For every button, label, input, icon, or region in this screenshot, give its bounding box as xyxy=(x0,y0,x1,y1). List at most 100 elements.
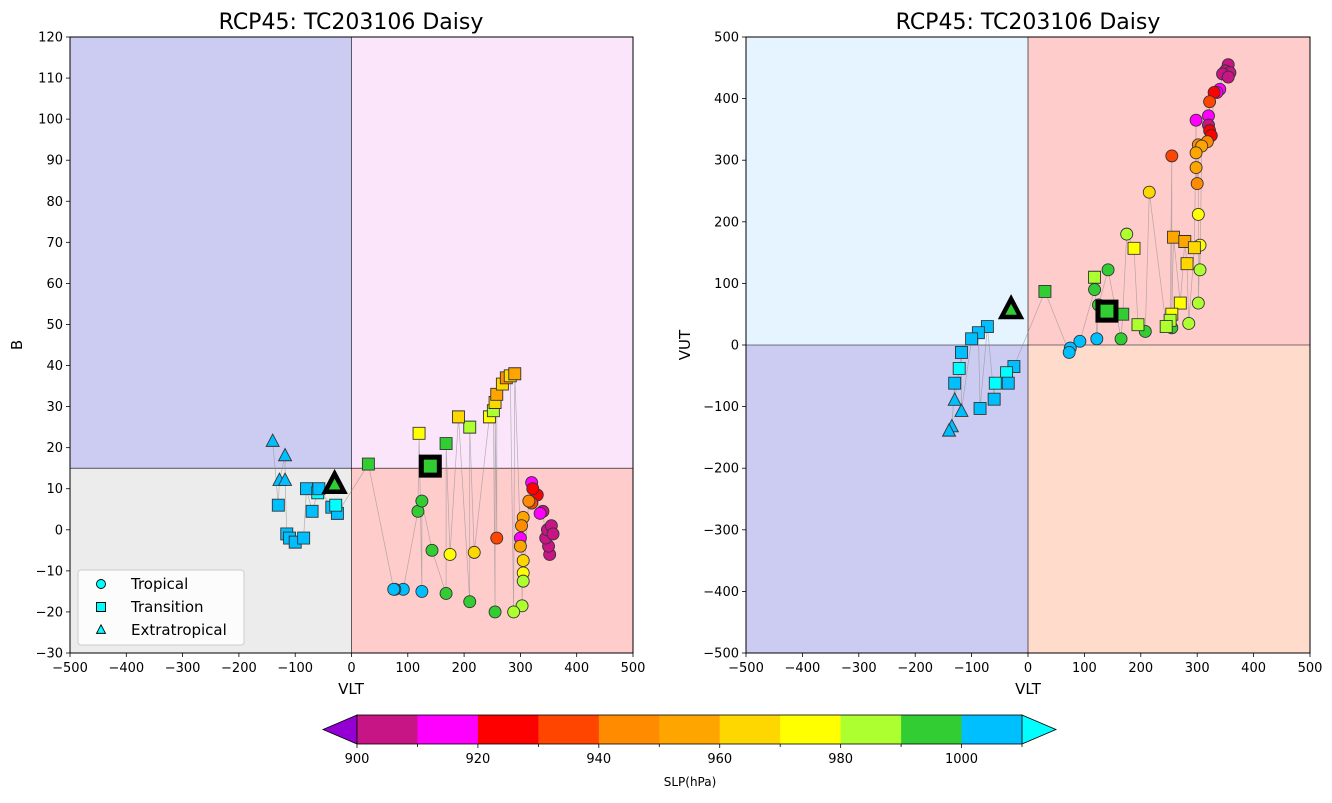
track-point xyxy=(1221,70,1235,84)
track-point xyxy=(1038,284,1052,298)
track-point xyxy=(1165,149,1179,163)
y-tick-label: −300 xyxy=(703,523,739,538)
x-tick-label: 0 xyxy=(1024,661,1032,676)
track-point xyxy=(1191,207,1205,221)
x-tick-label: 200 xyxy=(1128,661,1153,676)
track-point xyxy=(312,482,326,496)
quadrant-upper-left xyxy=(70,37,352,469)
y-tick-label: −400 xyxy=(703,585,739,600)
y-tick-label: 110 xyxy=(38,72,63,87)
track-point xyxy=(271,498,285,512)
track-point xyxy=(516,574,530,588)
track-point xyxy=(1189,146,1203,160)
track-point xyxy=(265,433,280,447)
colorbar-segment xyxy=(719,715,781,744)
x-tick-label: 300 xyxy=(1185,661,1210,676)
track-point xyxy=(1189,113,1203,127)
track-point xyxy=(300,482,313,496)
x-tick-label: 400 xyxy=(1241,661,1266,676)
quadrant-upper-left xyxy=(746,37,1028,345)
x-tick-label: 100 xyxy=(395,661,420,676)
track-point xyxy=(952,361,966,375)
colorbar-tick-label: 980 xyxy=(828,752,853,767)
phase-chart-b-vlt: RCP45: TC203106 Daisy VLT B −500 −400 −300… xyxy=(8,10,645,698)
quadrant-backgrounds xyxy=(70,37,633,653)
track-point xyxy=(415,584,429,598)
colorbar-segment xyxy=(417,715,479,744)
track-point xyxy=(987,392,1001,406)
x-tick-label: −300 xyxy=(165,661,201,676)
y-tick-label: 100 xyxy=(714,277,739,292)
x-tick-label: −200 xyxy=(221,661,257,676)
y-tick-label: 120 xyxy=(38,31,63,46)
track-point xyxy=(516,554,530,568)
track-point xyxy=(490,531,504,545)
track-point xyxy=(1088,283,1102,297)
track-point xyxy=(1187,241,1201,255)
track-point xyxy=(1088,270,1101,284)
legend-label: Extratropical xyxy=(131,621,227,639)
y-tick-label: 80 xyxy=(46,195,63,210)
x-tick-label: −400 xyxy=(108,661,144,676)
track-point xyxy=(297,531,311,545)
track-point xyxy=(1159,320,1173,333)
colorbar-segment xyxy=(477,715,539,744)
track-point xyxy=(1189,161,1203,175)
track-point xyxy=(1167,230,1180,244)
legend: Tropical Transition Extratropical xyxy=(77,569,245,646)
y-tick-label: 60 xyxy=(46,277,63,292)
track-point xyxy=(1182,316,1196,330)
track-point xyxy=(463,420,477,434)
start-marker xyxy=(1095,299,1119,323)
colorbar-tick-label: 1000 xyxy=(945,752,978,767)
colorbar-over-arrow xyxy=(1021,714,1058,745)
chart-title: RCP45: TC203106 Daisy xyxy=(219,10,484,35)
x-axis-label: VLT xyxy=(338,680,365,698)
track-point xyxy=(488,605,502,619)
y-tick-label: 40 xyxy=(46,359,63,374)
track-point xyxy=(452,410,465,424)
track-point xyxy=(1191,296,1205,310)
track-point xyxy=(1173,296,1187,310)
track-point xyxy=(1142,185,1156,199)
track-point xyxy=(1062,345,1076,359)
colorbar-segment xyxy=(780,715,841,744)
track-point xyxy=(439,437,453,451)
x-tick-label: 100 xyxy=(1072,661,1097,676)
x-tick-label: −500 xyxy=(728,661,764,676)
legend-marker-circle xyxy=(96,579,106,589)
chart-title: RCP45: TC203106 Daisy xyxy=(896,10,1161,35)
track-point xyxy=(1090,332,1104,346)
y-tick-label: 300 xyxy=(714,154,739,169)
track-point xyxy=(1127,241,1141,255)
colorbar-segment xyxy=(840,715,902,744)
colorbar-segment xyxy=(538,715,600,744)
track-point xyxy=(526,482,540,496)
track-point xyxy=(329,498,343,512)
x-tick-label: −500 xyxy=(52,661,88,676)
legend-label: Transition xyxy=(130,598,204,616)
y-tick-label: −500 xyxy=(703,647,739,662)
x-tick-label: 200 xyxy=(452,661,477,676)
track-point xyxy=(546,527,560,541)
y-tick-label: −30 xyxy=(36,647,63,662)
y-tick-label: 500 xyxy=(714,31,739,46)
track-point xyxy=(467,545,481,559)
x-tick-label: 0 xyxy=(347,661,355,676)
track-point xyxy=(948,376,962,390)
colorbar-frame xyxy=(356,714,1023,745)
x-tick-label: −400 xyxy=(785,661,821,676)
track-point xyxy=(533,506,547,520)
track-point xyxy=(415,494,429,508)
quadrant-lower-right xyxy=(1028,345,1310,653)
end-marker xyxy=(321,468,348,495)
track-point xyxy=(941,422,957,437)
x-tick-label: −100 xyxy=(954,661,990,676)
track-point xyxy=(1001,376,1015,390)
track-point xyxy=(463,595,477,609)
track-point xyxy=(515,519,528,533)
track-point xyxy=(361,457,375,471)
x-tick-label: 500 xyxy=(621,661,646,676)
track-point xyxy=(965,332,979,346)
